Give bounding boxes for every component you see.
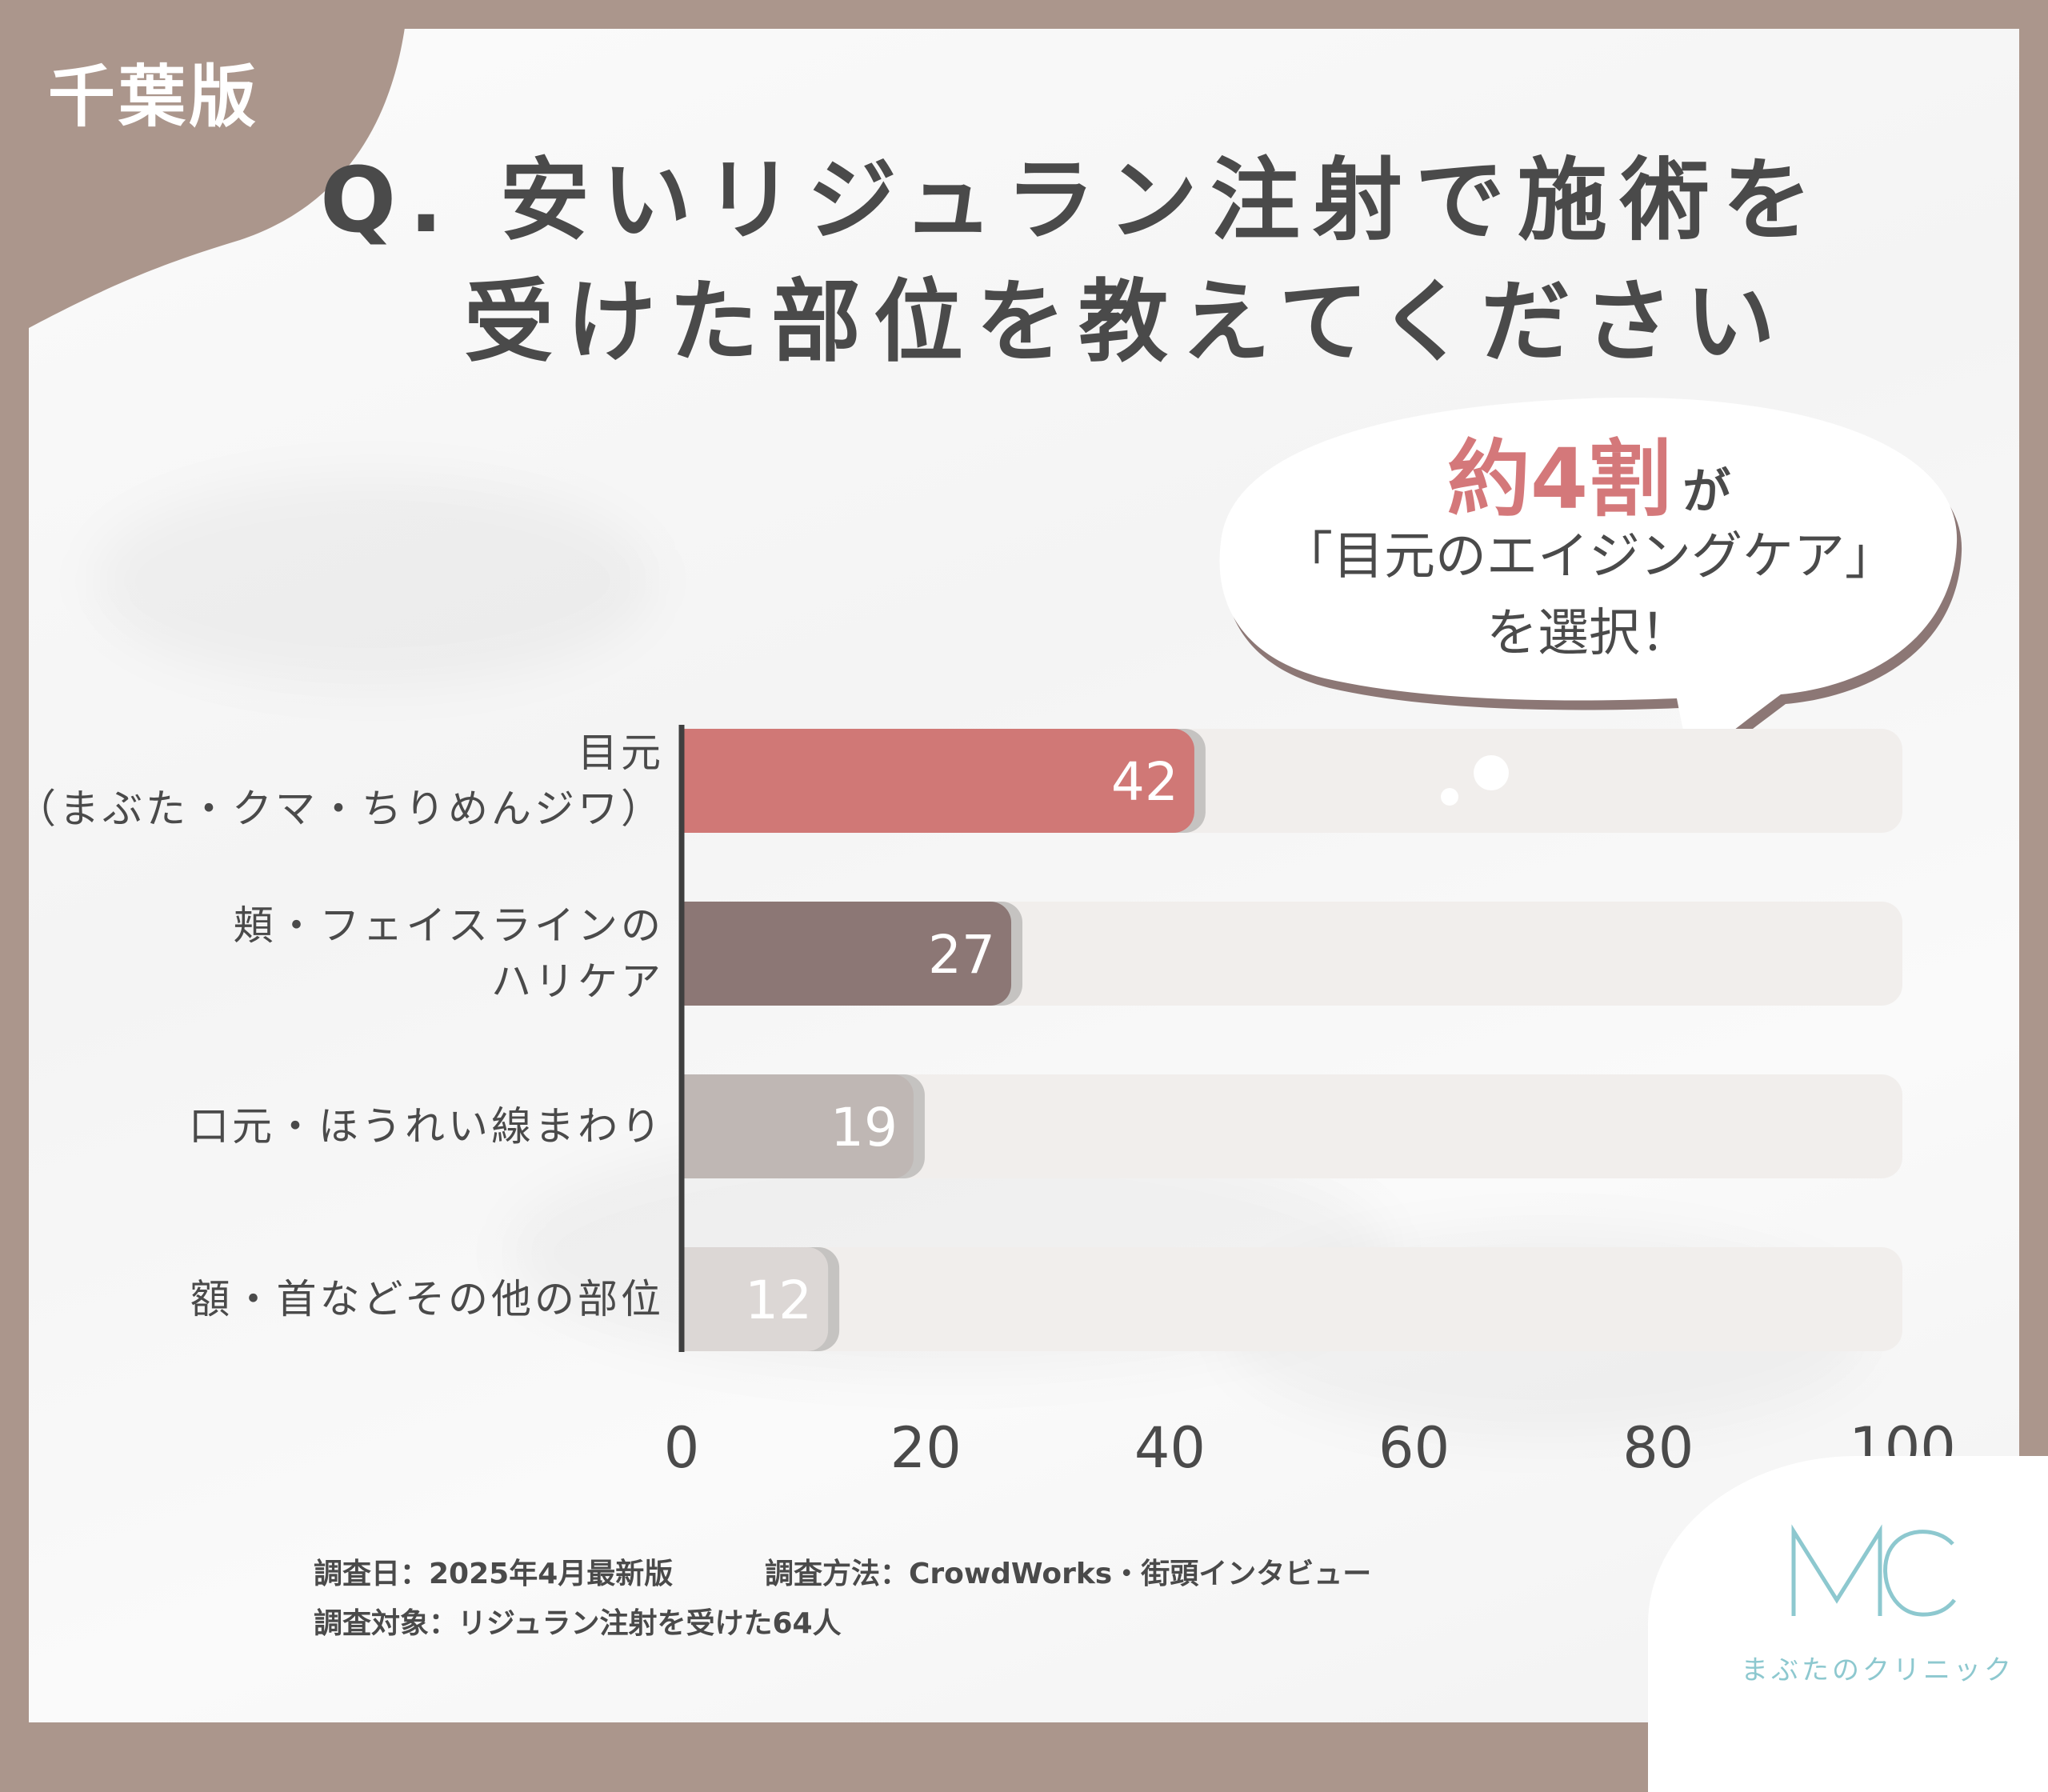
category-label: 口元・ほうれい線まわり	[189, 1098, 664, 1154]
category-label: 頬・フェイスラインのハリケア	[234, 898, 665, 1010]
survey-method: 調査方法：CrowdWorks・街頭インタビュー	[765, 1558, 1372, 1590]
bar	[682, 1247, 829, 1351]
bar-base	[682, 729, 706, 833]
x-tick-label: 20	[890, 1415, 962, 1481]
bar	[682, 729, 1194, 833]
x-tick-label: 80	[1622, 1415, 1694, 1481]
bar-value-label: 19	[830, 1097, 898, 1158]
bar	[682, 902, 1012, 1006]
x-tick-label: 40	[1134, 1415, 1206, 1481]
corner-tab	[0, 0, 408, 336]
callout-line-2: 「目元のエイジングケア」	[1282, 527, 1896, 586]
category-label-line: 目元	[578, 730, 664, 776]
clinic-logo-text: まぶたのクリニック	[1741, 1654, 2014, 1686]
callout-suffix: が	[1682, 464, 1731, 520]
survey-target: 調査対象：リジュラン注射を受けた64人	[314, 1607, 842, 1640]
callout-headline: 約4割が	[1213, 411, 1965, 532]
infographic-card	[29, 29, 2019, 1722]
question-title-line-2: 受けた部位を教えてください	[464, 270, 1789, 374]
bar-value-label: 27	[928, 924, 995, 986]
category-label-line: 額・首などその他の部位	[190, 1276, 664, 1322]
bar-base	[682, 902, 706, 1006]
bar	[682, 1074, 914, 1178]
category-label: 額・首などその他の部位	[190, 1271, 665, 1327]
x-tick-label: 0	[664, 1415, 700, 1481]
logo-backdrop	[1648, 1456, 2048, 1792]
category-label: 目元 （まぶた・クマ・ちりめんジワ）	[16, 725, 664, 837]
category-label-line: 口元・ほうれい線まわり	[189, 1103, 664, 1150]
callout-highlight: 約4割	[1446, 430, 1672, 528]
category-label-line: （まぶた・クマ・ちりめんジワ）	[16, 786, 664, 832]
question-title-line-1: Q. 安いリジュラン注射で施術を	[320, 149, 1825, 253]
decorative-dot	[1474, 755, 1509, 790]
clinic-logo-mark	[1791, 1524, 1956, 1617]
edition-badge: 千葉版	[48, 58, 260, 136]
survey-date: 調査日：2025年4月最新版	[314, 1558, 674, 1590]
x-tick-label: 60	[1378, 1415, 1450, 1481]
speech-bubble	[1219, 398, 1962, 774]
bar-base	[682, 1074, 706, 1178]
bar-track	[682, 1247, 1902, 1351]
bar-value-label: 42	[1111, 751, 1178, 813]
decorative-dot	[1441, 788, 1458, 806]
callout-line-3: を選択！	[1486, 604, 1691, 663]
bar-base	[682, 1247, 706, 1351]
bar-track	[682, 1074, 1902, 1178]
bar-value-label: 12	[745, 1270, 812, 1331]
category-label-line: ハリケア	[491, 958, 664, 1005]
category-label-line: 頬・フェイスラインの	[233, 902, 664, 949]
